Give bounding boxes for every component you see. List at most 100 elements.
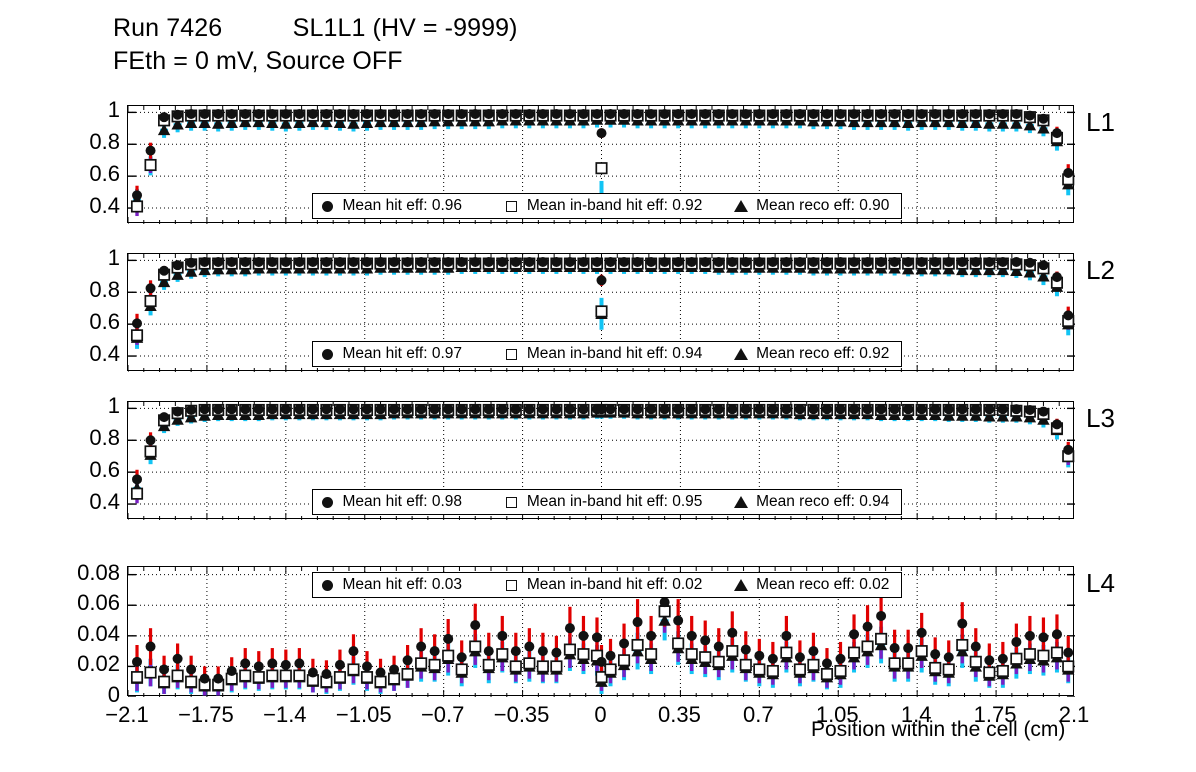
legend-entry-inband: Mean in-band hit eff: 0.92 — [497, 194, 726, 218]
legend-l4: Mean hit eff: 0.03 Mean in-band hit eff: … — [311, 572, 902, 598]
y-axis-tick-label: 0 — [107, 682, 120, 707]
legend-entry-hit: Mean hit eff: 0.98 — [313, 490, 497, 514]
circle-marker-icon — [322, 200, 333, 212]
legend-label-hit: Mean hit eff: 0.98 — [342, 493, 463, 510]
data-markers — [130, 403, 1075, 500]
title-line-2: FEth = 0 mV, Source OFF — [113, 47, 403, 75]
legend-marker-triangle-icon — [726, 496, 756, 508]
legend-label-reco: Mean reco eff: 0.94 — [756, 493, 890, 510]
data-markers — [130, 256, 1075, 343]
circle-marker-icon — [322, 579, 333, 591]
plot-graphics-l3 — [128, 402, 1075, 520]
legend-marker-square-icon — [497, 496, 527, 508]
legend-entry-hit: Mean hit eff: 0.03 — [313, 573, 497, 597]
y-axis-tick-label: 0.4 — [89, 489, 120, 515]
y-axis-tick-label: 0.08 — [77, 559, 120, 585]
legend-entry-reco: Mean reco eff: 0.90 — [726, 194, 900, 218]
triangle-marker-icon — [734, 200, 749, 212]
x-axis-tick-label: 0 — [594, 702, 607, 727]
legend-label-inband: Mean in-band hit eff: 0.02 — [526, 576, 703, 593]
legend-entry-inband: Mean in-band hit eff: 0.94 — [497, 342, 726, 366]
legend-label-reco: Mean reco eff: 0.92 — [756, 345, 890, 362]
legend-entry-inband: Mean in-band hit eff: 0.02 — [497, 573, 726, 597]
legend-l1: Mean hit eff: 0.96 Mean in-band hit eff: … — [311, 193, 902, 219]
panel-label-l2: L2 — [1086, 255, 1115, 285]
legend-label-hit: Mean hit eff: 0.97 — [342, 345, 463, 362]
title-line-1: Run 7426 SL1L1 (HV = -9999) — [113, 14, 518, 42]
data-markers — [130, 108, 1075, 213]
y-axis-tick-label: 0.6 — [89, 457, 120, 483]
legend-l2: Mean hit eff: 0.97 Mean in-band hit eff: … — [311, 341, 902, 367]
legend-marker-square-icon — [497, 579, 527, 591]
legend-label-hit: Mean hit eff: 0.03 — [342, 576, 463, 593]
panel-label-l3: L3 — [1086, 403, 1115, 433]
x-axis-tick-label: −1.05 — [335, 702, 392, 727]
legend-marker-triangle-icon — [726, 200, 756, 212]
plot-panel-l1 — [127, 105, 1075, 224]
y-axis-tick-label: 1 — [107, 97, 120, 123]
triangle-marker-icon — [734, 496, 749, 508]
y-axis-tick-label: 0.8 — [89, 129, 120, 155]
legend-entry-reco: Mean reco eff: 0.02 — [726, 573, 900, 597]
plot-graphics-l1 — [128, 106, 1075, 224]
circle-marker-icon — [322, 496, 333, 508]
legend-marker-square-icon — [497, 348, 527, 360]
plot-graphics-l4 — [128, 567, 1075, 697]
legend-marker-circle-icon — [313, 579, 343, 591]
x-axis-tick-label: −1.75 — [178, 702, 234, 727]
legend-marker-square-icon — [497, 200, 527, 212]
legend-label-hit: Mean hit eff: 0.96 — [342, 197, 463, 214]
panel-label-l1: L1 — [1086, 107, 1115, 137]
x-axis-tick-label: 2.1 — [1058, 702, 1090, 727]
x-axis-tick-label: −0.35 — [493, 702, 550, 727]
y-axis-tick-label: 0.6 — [89, 161, 120, 187]
y-axis-tick-label: 1 — [107, 245, 120, 271]
y-axis-tick-label: 0.4 — [89, 341, 120, 367]
panel-label-l4: L4 — [1086, 568, 1115, 598]
axis-ticks — [128, 567, 1075, 697]
square-marker-icon — [506, 200, 518, 212]
legend-label-inband: Mean in-band hit eff: 0.92 — [526, 197, 703, 214]
legend-label-inband: Mean in-band hit eff: 0.94 — [526, 345, 703, 362]
data-markers — [130, 597, 1075, 692]
legend-marker-triangle-icon — [726, 348, 756, 360]
plot-panel-l3 — [127, 401, 1075, 520]
legend-entry-reco: Mean reco eff: 0.94 — [726, 490, 900, 514]
legend-label-reco: Mean reco eff: 0.90 — [756, 197, 890, 214]
y-axis-tick-label: 0.6 — [89, 309, 120, 335]
legend-marker-circle-icon — [313, 348, 343, 360]
legend-label-inband: Mean in-band hit eff: 0.95 — [526, 493, 703, 510]
x-axis-tick-label: 1.75 — [973, 702, 1017, 727]
legend-entry-inband: Mean in-band hit eff: 0.95 — [497, 490, 726, 514]
square-marker-icon — [506, 579, 518, 591]
y-axis-tick-label: 1 — [107, 393, 120, 419]
legend-entry-hit: Mean hit eff: 0.96 — [313, 194, 497, 218]
plot-panel-l2 — [127, 253, 1075, 372]
x-axis-title: Position within the cell (cm) — [811, 718, 1066, 741]
x-axis-tick-label: 0.35 — [657, 702, 701, 727]
triangle-marker-icon — [734, 348, 749, 360]
x-axis-tick-label: 1.4 — [900, 702, 932, 727]
legend-marker-triangle-icon — [726, 579, 756, 591]
circle-marker-icon — [322, 348, 333, 360]
y-axis-tick-label: 0.8 — [89, 277, 120, 303]
y-axis-tick-label: 0.04 — [77, 620, 120, 646]
y-axis-tick-label: 0.06 — [77, 590, 120, 616]
square-marker-icon — [506, 348, 518, 360]
legend-marker-circle-icon — [313, 200, 343, 212]
legend-label-reco: Mean reco eff: 0.02 — [756, 576, 890, 593]
x-axis-tick-label: −1.4 — [263, 702, 307, 727]
legend-entry-reco: Mean reco eff: 0.92 — [726, 342, 900, 366]
legend-l3: Mean hit eff: 0.98 Mean in-band hit eff: … — [311, 489, 902, 515]
legend-entry-hit: Mean hit eff: 0.97 — [313, 342, 497, 366]
y-axis-tick-label: 0.8 — [89, 425, 120, 451]
y-axis-tick-label: 0.02 — [77, 651, 120, 677]
x-axis-tick-label: 1.05 — [815, 702, 859, 727]
triangle-marker-icon — [734, 579, 749, 591]
x-axis-tick-label: −2.1 — [105, 702, 149, 727]
x-axis-tick-label: −0.7 — [420, 702, 465, 727]
legend-marker-circle-icon — [313, 496, 343, 508]
plot-graphics-l2 — [128, 254, 1075, 372]
x-axis-tick-label: 0.7 — [743, 702, 774, 727]
